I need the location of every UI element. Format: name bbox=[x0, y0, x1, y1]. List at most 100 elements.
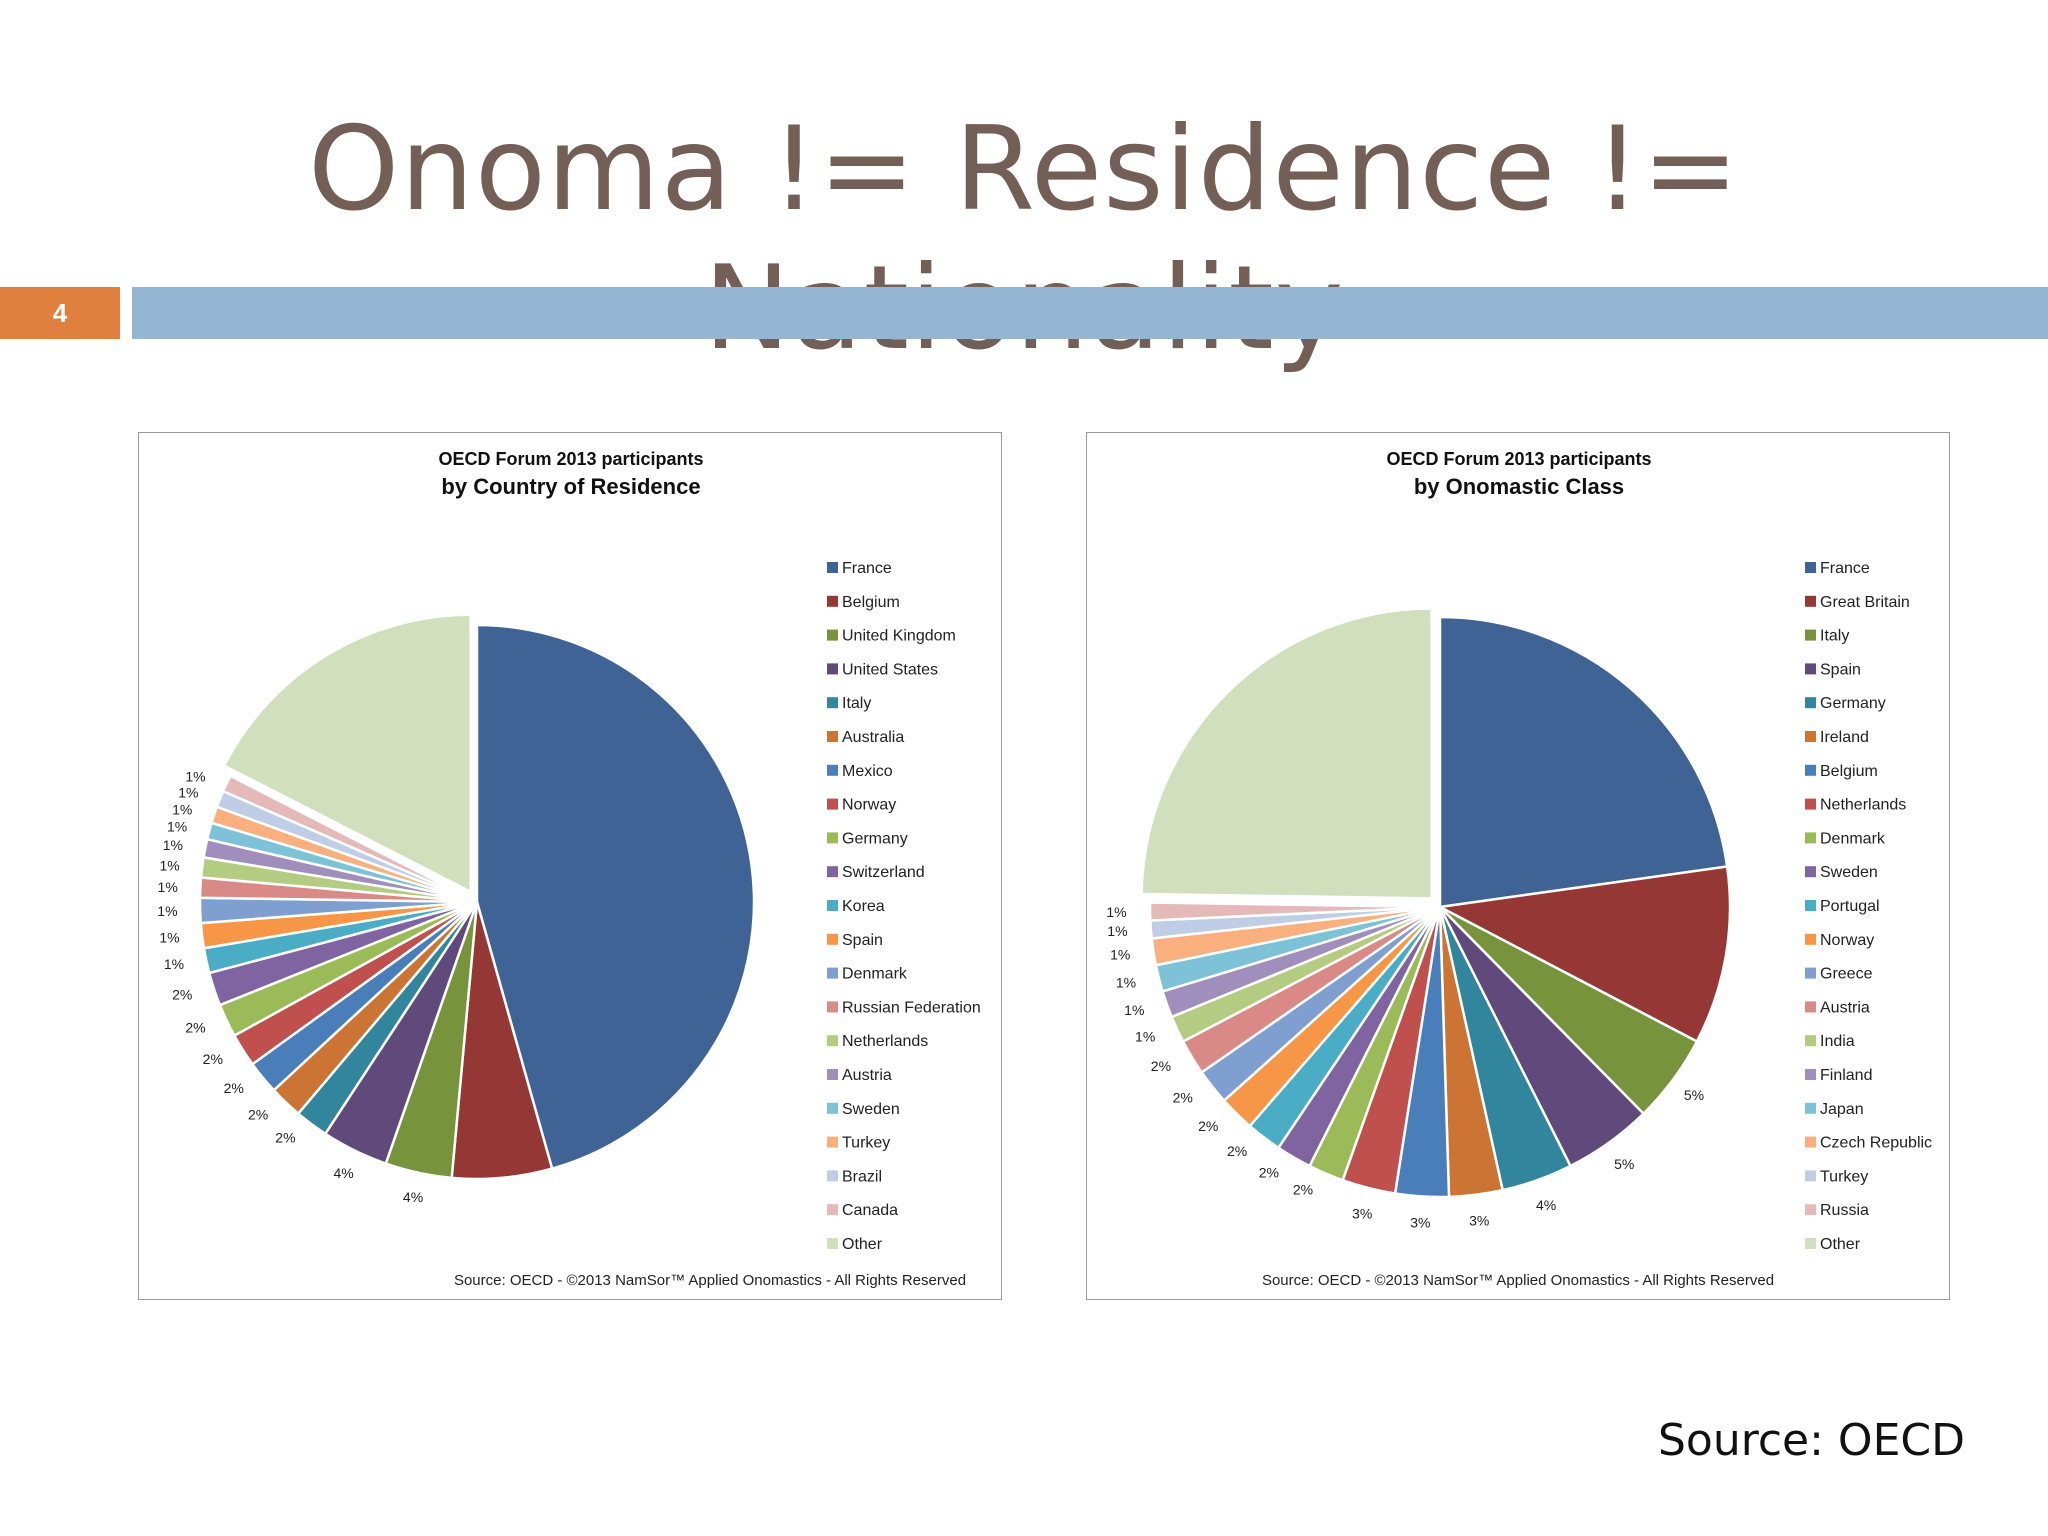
header-bar bbox=[132, 287, 2048, 339]
onomastic-legend-swatch bbox=[1805, 1170, 1816, 1182]
onomastic-legend-swatch bbox=[1805, 1035, 1816, 1047]
residence-legend-item: Netherlands bbox=[842, 1033, 928, 1050]
residence-legend-swatch bbox=[827, 933, 838, 945]
onomastic-data-label: 2% bbox=[1151, 1058, 1171, 1074]
onomastic-legend-swatch bbox=[1805, 1069, 1816, 1080]
onomastic-legend-swatch bbox=[1805, 663, 1816, 675]
residence-legend-item: Sweden bbox=[842, 1101, 900, 1118]
onomastic-legend-item: Greece bbox=[1820, 966, 1873, 983]
onomastic-legend-item: Other bbox=[1820, 1236, 1861, 1253]
onomastic-chart-title: OECD Forum 2013 participants bbox=[1386, 449, 1651, 469]
residence-legend-swatch bbox=[827, 1136, 838, 1148]
onomastic-legend-item: France bbox=[1820, 560, 1870, 577]
onomastic-slice-great-britain bbox=[1435, 865, 1732, 1044]
onomastic-legend-item: Czech Republic bbox=[1820, 1135, 1932, 1152]
residence-slice-canada bbox=[221, 774, 478, 904]
residence-data-label: 1% bbox=[157, 903, 177, 919]
residence-data-label: 2% bbox=[275, 1129, 295, 1145]
residence-legend-swatch bbox=[827, 663, 838, 675]
residence-legend-swatch bbox=[827, 1170, 838, 1182]
pie-chart-residence: OECD Forum 2013 participants by Country o… bbox=[138, 432, 1002, 1300]
residence-legend-swatch bbox=[827, 798, 838, 810]
residence-legend-swatch bbox=[827, 1069, 838, 1080]
onomastic-data-label: 3% bbox=[1352, 1205, 1372, 1221]
residence-legend-item: Spain bbox=[842, 932, 883, 949]
onomastic-data-label: 5% bbox=[1614, 1156, 1634, 1172]
residence-chart-title: OECD Forum 2013 participants bbox=[438, 449, 703, 469]
onomastic-legend-swatch bbox=[1805, 697, 1816, 709]
onomastic-legend-item: Finland bbox=[1820, 1067, 1872, 1084]
residence-legend-item: Germany bbox=[842, 830, 908, 847]
onomastic-legend-item: Russia bbox=[1820, 1202, 1869, 1219]
residence-data-label: 1% bbox=[178, 785, 198, 801]
residence-legend-swatch bbox=[827, 731, 838, 742]
onomastic-data-label: 1% bbox=[1135, 1029, 1155, 1045]
onomastic-legend-swatch bbox=[1805, 933, 1816, 945]
onomastic-legend-swatch bbox=[1805, 1204, 1816, 1216]
residence-legend-swatch bbox=[827, 1001, 838, 1013]
onomastic-legend-item: Great Britain bbox=[1820, 594, 1910, 611]
residence-data-label: 2% bbox=[172, 986, 192, 1002]
residence-legend-swatch bbox=[827, 866, 838, 878]
onomastic-legend-swatch bbox=[1805, 1136, 1816, 1148]
residence-data-label: 4% bbox=[334, 1165, 354, 1181]
residence-data-label: 1% bbox=[159, 930, 179, 946]
residence-data-label: 1% bbox=[167, 819, 187, 835]
residence-legend-swatch bbox=[827, 697, 838, 709]
page-number: 4 bbox=[0, 287, 120, 339]
onomastic-legend-item: Germany bbox=[1820, 695, 1886, 712]
residence-data-label: 2% bbox=[224, 1080, 244, 1096]
residence-legend-item: Belgium bbox=[842, 594, 900, 611]
onomastic-legend-swatch bbox=[1805, 798, 1816, 810]
residence-legend-item: Austria bbox=[842, 1067, 892, 1084]
onomastic-data-label: 2% bbox=[1227, 1143, 1247, 1159]
residence-legend-item: Denmark bbox=[842, 966, 908, 983]
onomastic-legend-swatch bbox=[1805, 866, 1816, 878]
residence-legend-item: United Kingdom bbox=[842, 628, 956, 645]
residence-legend-swatch bbox=[827, 764, 838, 776]
residence-data-label: 1% bbox=[164, 956, 184, 972]
residence-legend-item: France bbox=[842, 560, 892, 577]
onomastic-legend-item: Italy bbox=[1820, 628, 1849, 645]
onomastic-legend-item: Belgium bbox=[1820, 763, 1878, 780]
residence-legend-item: Mexico bbox=[842, 763, 893, 780]
residence-legend-item: Turkey bbox=[842, 1135, 890, 1152]
residence-data-label: 1% bbox=[163, 837, 183, 853]
residence-slice-france bbox=[475, 623, 756, 1171]
onomastic-legend-swatch bbox=[1805, 832, 1816, 844]
residence-legend-item: Norway bbox=[842, 797, 896, 814]
onomastic-legend-swatch bbox=[1805, 900, 1816, 911]
residence-legend-swatch bbox=[827, 562, 838, 573]
residence-legend-swatch bbox=[827, 900, 838, 911]
pie-chart-onomastic-svg: OECD Forum 2013 participants by Onomastic… bbox=[1106, 449, 1932, 1289]
residence-legend-swatch bbox=[827, 832, 838, 844]
residence-legend-item: Other bbox=[842, 1236, 883, 1253]
onomastic-data-label: 1% bbox=[1106, 904, 1126, 920]
onomastic-data-label: 3% bbox=[1469, 1213, 1489, 1229]
onomastic-legend-swatch bbox=[1805, 1102, 1816, 1114]
onomastic-legend-item: Denmark bbox=[1820, 830, 1886, 847]
footer-source: Source: OECD bbox=[1658, 1415, 1965, 1466]
onomastic-legend-item: India bbox=[1820, 1033, 1855, 1050]
onomastic-legend-swatch bbox=[1805, 629, 1816, 641]
residence-legend-item: United States bbox=[842, 661, 938, 678]
onomastic-data-label: 1% bbox=[1124, 1002, 1144, 1018]
onomastic-data-label: 2% bbox=[1259, 1164, 1279, 1180]
residence-legend-item: Russian Federation bbox=[842, 999, 981, 1016]
onomastic-legend-swatch bbox=[1805, 1001, 1816, 1013]
onomastic-chart-subtitle: by Onomastic Class bbox=[1414, 474, 1624, 499]
onomastic-legend-item: Spain bbox=[1820, 661, 1861, 678]
residence-data-label: 2% bbox=[185, 1020, 205, 1036]
residence-data-label: 1% bbox=[185, 768, 205, 784]
onomastic-data-label: 1% bbox=[1116, 975, 1136, 991]
onomastic-data-label: 3% bbox=[1410, 1214, 1430, 1230]
onomastic-data-label: 4% bbox=[1536, 1197, 1556, 1213]
onomastic-legend-swatch bbox=[1805, 764, 1816, 776]
onomastic-data-label: 5% bbox=[1684, 1087, 1704, 1103]
onomastic-legend-swatch bbox=[1805, 595, 1816, 607]
onomastic-legend-item: Norway bbox=[1820, 932, 1874, 949]
residence-data-label: 1% bbox=[172, 802, 192, 818]
onomastic-legend-item: Ireland bbox=[1820, 729, 1869, 746]
onomastic-data-label: 1% bbox=[1110, 947, 1130, 963]
residence-chart-subtitle: by Country of Residence bbox=[441, 474, 700, 499]
